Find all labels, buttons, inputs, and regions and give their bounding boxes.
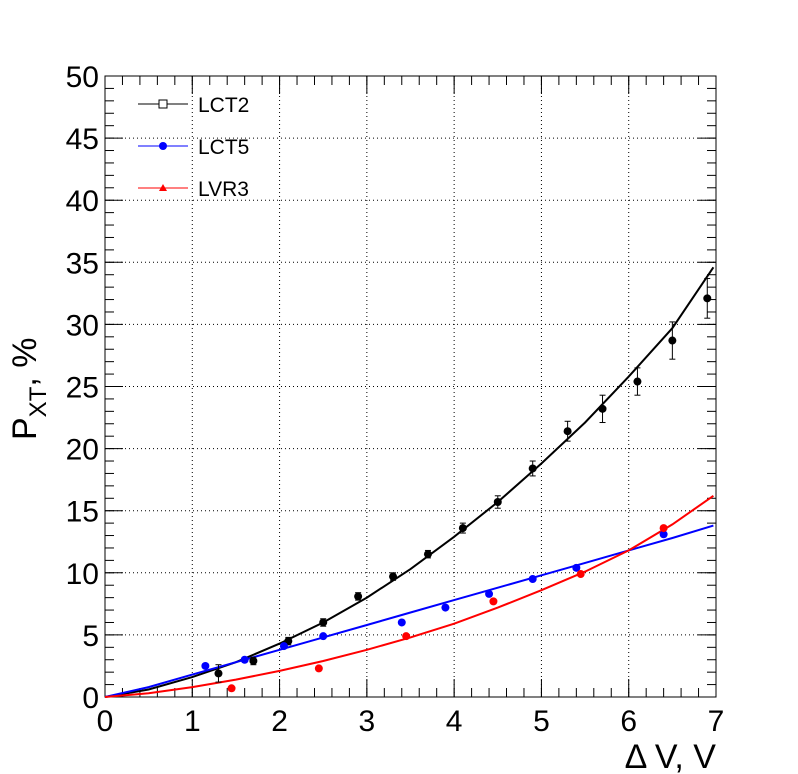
y-tick-label: 50 (66, 61, 99, 94)
fit-curves (104, 266, 715, 698)
legend-marker-circle-icon (159, 142, 167, 150)
data-point-lvr3 (227, 684, 236, 693)
data-point-lct2 (563, 427, 572, 436)
data-point-lct5 (485, 589, 494, 598)
data-point-lct5 (279, 642, 288, 651)
data-point-lct2 (319, 618, 328, 627)
y-tick-label: 10 (66, 558, 99, 591)
y-axis-title-rest: , % (6, 338, 44, 387)
x-tick-label: 6 (620, 705, 637, 738)
data-point-lct2 (598, 404, 607, 413)
x-tick-label: 7 (708, 705, 725, 738)
data-point-lct5 (201, 661, 210, 670)
x-tick-label: 4 (446, 705, 463, 738)
x-tick-label: 1 (184, 705, 201, 738)
data-point-lct5 (528, 575, 537, 584)
data-point-lct2 (389, 572, 398, 581)
y-axis-title-main: P (6, 417, 44, 440)
data-point-lvr3 (489, 597, 498, 606)
data-point-lct2 (703, 294, 712, 303)
data-point-lvr3 (314, 664, 323, 673)
y-tick-label: 0 (82, 682, 99, 715)
data-point-lct2 (458, 524, 467, 533)
y-tick-label: 25 (66, 372, 99, 405)
y-tick-label: 20 (66, 434, 99, 467)
data-point-lct2 (249, 656, 258, 665)
y-tick-label: 35 (66, 247, 99, 280)
data-point-lvr3 (659, 524, 668, 533)
data-point-lct5 (572, 563, 581, 572)
x-tick-label: 0 (97, 705, 114, 738)
y-tick-label: 30 (66, 309, 99, 342)
legend-label-lct5: LCT5 (198, 136, 249, 159)
data-point-lct5 (441, 603, 450, 612)
data-point-lct5 (659, 530, 668, 539)
data-point-lct5 (397, 618, 406, 627)
data-point-lct2 (668, 336, 677, 345)
y-tick-label: 5 (82, 620, 99, 653)
y-axis-title: PXT, % (6, 338, 52, 440)
data-point-lct2 (423, 550, 432, 559)
data-points (201, 277, 712, 693)
x-axis-title: Δ V, V (625, 738, 717, 774)
legend: LCT2 LCT5 LVR3 (138, 94, 249, 201)
data-point-lct2 (633, 377, 642, 386)
data-point-lct5 (240, 655, 249, 664)
y-tick-label: 40 (66, 185, 99, 218)
data-point-lvr3 (576, 570, 585, 579)
legend-label-lvr3: LVR3 (198, 178, 249, 201)
data-point-lct2 (354, 592, 363, 601)
legend-marker-triangle-icon (159, 184, 167, 191)
data-point-lct2 (493, 498, 502, 507)
fit-curve-lct5 (104, 524, 714, 698)
data-point-lct5 (319, 632, 328, 641)
x-tick-label: 5 (533, 705, 550, 738)
x-tick-label: 3 (359, 705, 376, 738)
legend-label-lct2: LCT2 (198, 94, 249, 117)
x-tick-label: 2 (271, 705, 288, 738)
fit-curve-lct2 (104, 266, 715, 698)
y-axis-title-sub: XT (25, 386, 52, 417)
y-tick-label: 45 (66, 123, 99, 156)
data-point-lvr3 (402, 632, 411, 641)
legend-marker-square-icon (158, 99, 168, 109)
fit-curve-lvr3 (104, 494, 714, 698)
data-point-lct2 (528, 464, 537, 473)
data-point-lct2 (214, 669, 223, 678)
y-tick-label: 15 (66, 496, 99, 529)
